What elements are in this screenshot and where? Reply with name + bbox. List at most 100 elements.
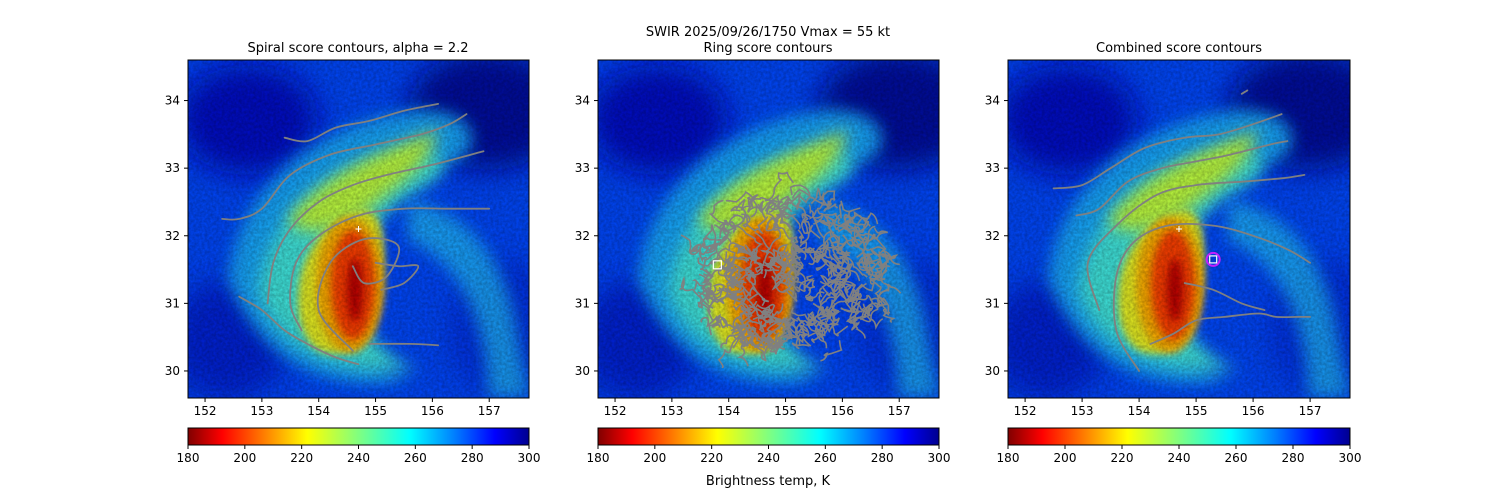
contour-line <box>840 233 876 249</box>
contour-line <box>866 266 881 280</box>
colorbar-tick-label: 260 <box>1225 451 1248 465</box>
contour-line <box>763 323 787 347</box>
y-tick-label: 32 <box>985 229 1000 243</box>
contour-line <box>724 269 736 286</box>
panel-title-combined: Combined score contours <box>1096 41 1262 56</box>
contour-line <box>761 330 777 345</box>
contour-line <box>791 323 811 347</box>
panel-ring: 152 153 154 155 156 157 30 31 32 33 34 <box>575 59 940 418</box>
contour-line <box>849 294 871 321</box>
y-tick-label: 33 <box>985 161 1000 175</box>
contour-line <box>221 113 468 221</box>
contour-line <box>700 242 719 276</box>
colorbar-tick-label: 260 <box>404 451 427 465</box>
figure-suptitle: SWIR 2025/09/26/1750 Vmax = 55 kt <box>646 25 890 40</box>
contour-line <box>801 209 818 234</box>
contour-group <box>679 171 902 369</box>
contour-line <box>813 212 841 225</box>
contour-group <box>221 103 491 366</box>
colorbar-tick-label: 300 <box>928 451 951 465</box>
panel-combined: Combined score contours 152 153 154 155 156 1… <box>985 41 1351 418</box>
marker-group <box>1176 226 1221 267</box>
x-tick-label: 156 <box>831 404 854 418</box>
contour-line <box>747 194 759 218</box>
x-tick-label: 152 <box>194 404 217 418</box>
contour-line <box>702 224 717 249</box>
colorbar-tick-label: 300 <box>1339 451 1362 465</box>
contour-line <box>751 326 772 343</box>
y-tick-label: 31 <box>165 296 180 310</box>
contour-line <box>369 342 439 347</box>
contour-line <box>873 270 886 282</box>
contour-line <box>768 194 797 220</box>
contour-line <box>848 315 872 339</box>
y-tick-label: 31 <box>575 296 590 310</box>
contour-line <box>736 308 749 340</box>
contour-line <box>803 311 816 327</box>
contour-line <box>717 333 744 369</box>
contour-line <box>724 285 738 301</box>
x-tick-label: 157 <box>888 404 911 418</box>
contour-line <box>824 214 836 230</box>
contour-line <box>700 314 721 328</box>
y-tick-label: 30 <box>575 364 590 378</box>
contour-line <box>844 286 861 312</box>
contour-line <box>725 221 764 253</box>
x-tick-label: 153 <box>250 404 273 418</box>
panel-title-ring: Ring score contours <box>703 41 832 56</box>
contour-line <box>780 256 804 274</box>
contour-line <box>238 295 360 366</box>
colorbar-tick-label: 200 <box>1054 451 1077 465</box>
y-tick-label: 30 <box>165 364 180 378</box>
contour-line <box>845 223 858 247</box>
contour-line <box>703 285 716 303</box>
contour-line <box>739 308 754 324</box>
colorbar-tick-label: 280 <box>1282 451 1305 465</box>
contour-line <box>847 210 871 227</box>
contour-line <box>716 247 736 265</box>
contour-line <box>754 260 780 273</box>
contour-line <box>698 273 710 293</box>
contour-line <box>818 280 831 306</box>
contour-line <box>708 199 729 227</box>
colorbar-tick-label: 180 <box>997 451 1020 465</box>
contour-line <box>831 292 850 325</box>
colorbar-tick-label: 240 <box>1168 451 1191 465</box>
axes: 152 153 154 155 156 157 30 31 32 33 34 <box>985 94 1322 418</box>
contour-line <box>759 200 777 219</box>
contour-line <box>680 234 708 263</box>
marker-group <box>355 226 362 232</box>
contour-line <box>784 316 792 340</box>
contour-line <box>797 224 814 244</box>
contour-line <box>732 316 750 345</box>
x-tick-label: 153 <box>660 404 683 418</box>
contour-line <box>735 196 752 211</box>
colorbar-tick-label: 280 <box>461 451 484 465</box>
contour-line <box>766 254 788 269</box>
colorbar-tick-label: 200 <box>643 451 666 465</box>
x-tick-label: 155 <box>364 404 387 418</box>
contour-line <box>857 212 879 233</box>
x-tick-label: 155 <box>1185 404 1208 418</box>
marker-group <box>712 260 722 270</box>
contour-line <box>870 294 888 330</box>
axes: 152 153 154 155 156 157 30 31 32 33 34 <box>575 94 911 418</box>
colorbar-tick-label: 220 <box>290 451 313 465</box>
contour-line <box>767 316 790 338</box>
contour-line <box>805 247 822 255</box>
contour-line <box>730 206 747 223</box>
contour-line <box>754 231 776 259</box>
panel-spiral: Spiral score contours, alpha = 2.2 152 15… <box>165 41 568 418</box>
contour-line <box>1183 282 1266 311</box>
plot-frame <box>597 59 940 399</box>
contour-line <box>798 195 833 206</box>
x-tick-label: 157 <box>1299 404 1322 418</box>
heatmap-image <box>168 50 568 400</box>
colorbar-tick-label: 220 <box>700 451 723 465</box>
colorbar: 180 200 220 240 260 280 300 <box>177 427 540 465</box>
contour-line <box>781 272 800 286</box>
plot-frame <box>187 59 530 399</box>
contour-line <box>745 253 761 272</box>
y-tick-label: 30 <box>985 364 1000 378</box>
